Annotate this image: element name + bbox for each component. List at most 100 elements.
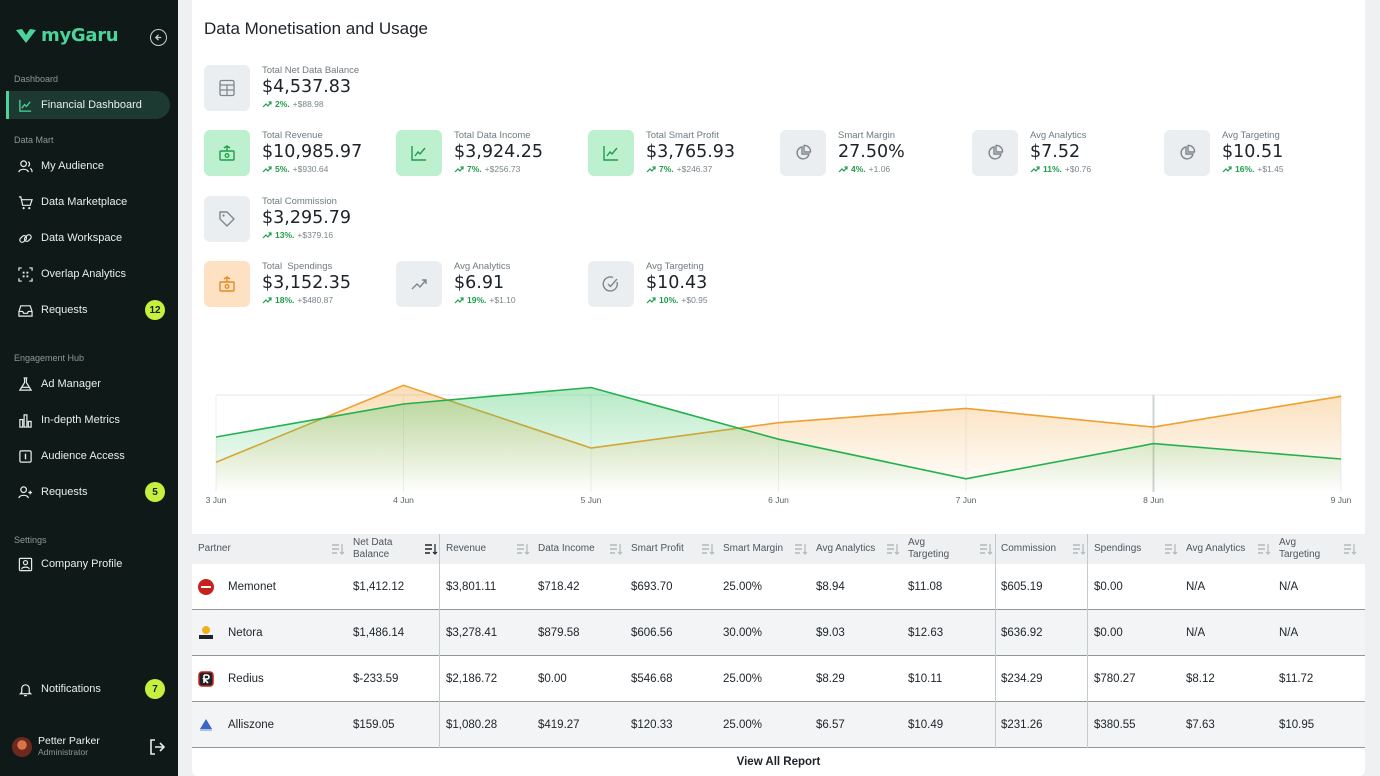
table-cell: $546.68: [631, 673, 673, 685]
column-divider: [439, 534, 440, 748]
nav-data-workspace[interactable]: Data Workspace: [6, 224, 170, 252]
target-check-icon: [602, 276, 618, 292]
sort-icon[interactable]: [516, 543, 530, 555]
stat-total-smart-profit: Total Smart Profit $3,765.93 7%. +$246.37: [588, 130, 735, 176]
column-header[interactable]: Smart Profit: [631, 534, 723, 564]
stat-value: 27.50%: [838, 142, 905, 162]
column-header[interactable]: Smart Margin: [723, 534, 816, 564]
stat-label: Avg Analytics: [454, 261, 511, 272]
tag-icon: [219, 211, 235, 227]
orange-series-line[interactable]: [215, 384, 1342, 464]
column-header[interactable]: Net Data Balance: [353, 534, 446, 564]
nav-label: Overlap Analytics: [41, 268, 126, 280]
stat-change-abs: +$246.37: [676, 164, 713, 174]
column-header-label: Net Data Balance: [353, 537, 393, 560]
sort-icon[interactable]: [609, 543, 623, 555]
profile-icon: [18, 557, 33, 571]
sort-icon[interactable]: [1343, 543, 1357, 555]
table-cell: $7.63: [1186, 719, 1215, 731]
table-cell: $8.12: [1186, 673, 1215, 685]
table-cell: $606.56: [631, 627, 673, 639]
stat-change-pct: 10%.: [659, 295, 679, 305]
table-cell: $10.95: [1279, 719, 1315, 731]
nav-label: Financial Dashboard: [41, 99, 142, 111]
sort-icon[interactable]: [794, 543, 808, 555]
table-cell: $0.00: [538, 673, 567, 685]
column-header[interactable]: Avg Targeting: [1279, 534, 1365, 564]
sort-icon[interactable]: [1164, 543, 1178, 555]
nav-notifications[interactable]: Notifications 7: [6, 675, 170, 703]
column-header[interactable]: Revenue: [446, 534, 538, 564]
line-chart-icon: [411, 146, 426, 161]
nav-requests-data-mart[interactable]: Requests 12: [6, 296, 170, 324]
badge-icon: [19, 449, 32, 463]
sort-icon[interactable]: [1072, 543, 1086, 555]
nav-label: Data Workspace: [41, 232, 123, 244]
column-header[interactable]: Spendings: [1094, 534, 1186, 564]
column-header[interactable]: Commission: [1001, 534, 1094, 564]
stat-change: 18%. +$480.87: [262, 294, 351, 306]
partner-logo: [198, 717, 214, 733]
table-cell: 25.00%: [723, 673, 763, 685]
sort-icon[interactable]: [701, 543, 715, 555]
sort-icon[interactable]: [886, 543, 900, 555]
sort-icon[interactable]: [979, 543, 993, 555]
nav-my-audience[interactable]: My Audience: [6, 152, 170, 180]
column-header[interactable]: Avg Targeting: [908, 534, 1001, 564]
nav-overlap-analytics[interactable]: Overlap Analytics: [6, 260, 170, 288]
nav-in-depth-metrics[interactable]: In-depth Metrics: [6, 406, 170, 434]
stat-icon-box: [204, 196, 250, 242]
stat-icon-box: [588, 130, 634, 176]
table-cell: $11.08: [908, 581, 943, 593]
arrow-left-icon: [154, 34, 162, 41]
partner-name: Redius: [228, 673, 264, 685]
column-header[interactable]: Data Income: [538, 534, 631, 564]
partners-table: Partner Net Data Balance Revenue Data Incom…: [192, 534, 1365, 748]
column-header[interactable]: Avg Analytics: [1186, 534, 1279, 564]
nav-ad-manager[interactable]: Ad Manager: [6, 370, 170, 398]
stat-change-abs: +$0.95: [681, 295, 708, 305]
logout-icon[interactable]: [148, 738, 166, 756]
trend-area-chart[interactable]: [204, 378, 1364, 508]
nav-financial-dashboard[interactable]: Financial Dashboard: [6, 91, 170, 119]
column-header[interactable]: Avg Analytics: [816, 534, 908, 564]
stat-label: Total Spendings: [262, 261, 333, 272]
sort-icon[interactable]: [424, 543, 438, 555]
green-series-line[interactable]: [215, 386, 1342, 480]
stat-change: 19%. +$1.10: [454, 294, 516, 306]
stat-change: 4%. +1.06: [838, 163, 905, 175]
bar-chart-icon: [19, 413, 32, 428]
partner-logo: [198, 671, 214, 687]
stat-change-pct: 7%.: [467, 164, 482, 174]
nav-company-profile[interactable]: Company Profile: [6, 550, 170, 578]
table-cell: 25.00%: [723, 719, 763, 731]
column-header[interactable]: Partner: [198, 534, 353, 564]
stat-value: $4,537.83: [262, 77, 352, 97]
nav-data-marketplace[interactable]: Data Marketplace: [6, 188, 170, 216]
nav-requests-engagement[interactable]: Requests 5: [6, 478, 170, 506]
stat-change-pct: 18%.: [275, 295, 295, 305]
view-all-report-link[interactable]: View All Report: [736, 756, 821, 768]
table-row[interactable]: Redius $-233.59 $2,186.72 $0.00 $546.68 25.00…: [192, 656, 1365, 702]
table-row[interactable]: Alliszone $159.05 $1,080.28 $419.27 $120.33 2…: [192, 702, 1365, 748]
column-header-label: Data Income: [538, 543, 595, 554]
table-row[interactable]: Memonet $1,412.12 $3,801.11 $718.42 $693.70 2…: [192, 564, 1365, 610]
netora-logo-icon: [199, 626, 213, 639]
sort-icon[interactable]: [331, 543, 345, 555]
trend-up-icon: [1030, 166, 1040, 173]
column-divider: [995, 534, 996, 748]
stat-label: Total Net Data Balance: [262, 65, 360, 76]
stat-change: 11%. +$0.76: [1030, 163, 1091, 175]
stat-change-pct: 11%.: [1043, 164, 1062, 174]
stat-change: 10%. +$0.95: [646, 294, 708, 306]
user-profile[interactable]: Petter Parker Administrator: [12, 736, 100, 757]
bell-icon: [18, 683, 33, 696]
nav-audience-access[interactable]: Audience Access: [6, 442, 170, 470]
user-plus-icon: [18, 485, 33, 498]
table-row[interactable]: Netora $1,486.14 $3,278.41 $879.58 $606.56 30…: [192, 610, 1365, 656]
stat-change-abs: +$88.98: [292, 99, 324, 109]
sort-icon[interactable]: [1257, 543, 1271, 555]
table-cell: $0.00: [1094, 627, 1123, 639]
brand-logo[interactable]: myGaru: [15, 25, 119, 46]
collapse-sidebar-button[interactable]: [150, 29, 167, 46]
